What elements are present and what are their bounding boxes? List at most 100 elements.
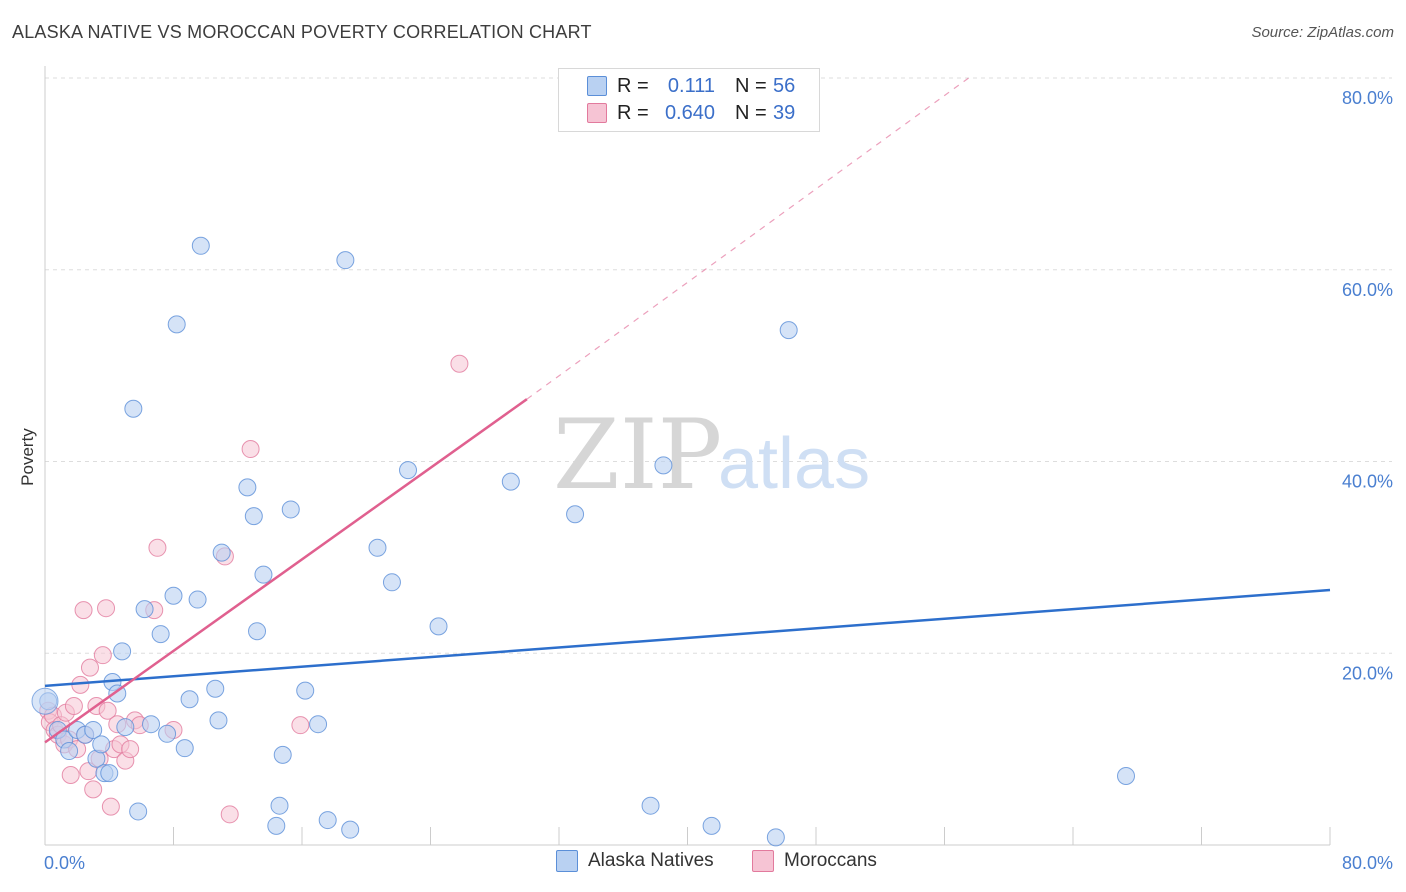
legend-r-value: 0.640 [664,101,715,124]
legend-swatch-moroccans [587,103,607,123]
moroccans-point [64,696,83,715]
alaska-natives-point [212,543,231,562]
alaska-natives-point [60,742,79,761]
alaska-natives-point [296,681,315,700]
alaska-natives-point [84,720,103,739]
alaska-natives-point [164,586,183,605]
moroccans-point [241,440,260,459]
alaska-natives-point [158,724,177,743]
y-tick-labels: 20.0% 40.0% 60.0% 80.0% [1342,88,1393,683]
alaska-natives-point [116,718,135,737]
alaska-natives-point [142,715,161,734]
legend-n-label: N = [735,101,767,124]
moroccans-point [97,599,116,618]
alaska-natives-point [209,711,228,730]
legend-r-label: R = [617,74,649,97]
moroccans-trend-line [44,398,528,744]
alaska-natives-point [336,251,355,270]
source-credit: Source: ZipAtlas.com [1251,24,1394,41]
watermark-atlas: atlas [718,424,870,504]
x-tick-label: 0.0% [44,853,85,873]
alaska-natives-point [566,505,585,524]
alaska-natives-point [31,687,59,715]
alaska-natives-point [654,456,673,475]
trend-lines [44,77,1331,744]
moroccans-point [220,805,239,824]
y-tick-label: 60.0% [1342,280,1393,300]
alaska-natives-trend-line [44,588,1331,688]
alaska-natives-point [113,642,132,661]
alaska-natives-point [248,622,267,641]
alaska-natives-point [124,399,143,418]
alaska-natives-point [318,811,337,830]
alaska-natives-point [368,538,387,557]
legend-row-alaska: R = 0.111 N = 56 [587,73,796,99]
alaska-natives-point [779,321,798,340]
legend-n-value: 56 [773,74,796,97]
alaska-natives-point [341,820,360,839]
moroccans-point [101,797,120,816]
y-tick-label: 80.0% [1342,88,1393,108]
moroccans-point [121,740,140,759]
chart-title: ALASKA NATIVE VS MOROCCAN POVERTY CORREL… [12,22,592,42]
alaska-natives-point [167,315,186,334]
alaska-natives-point [766,828,785,847]
legend: R = 0.111 N = 56 R = 0.640 N = 39 [558,68,820,132]
legend-r-label: R = [617,101,649,124]
legend-n-label: N = [735,74,767,97]
watermark-zip: ZIP [553,399,722,511]
alaska-natives-point [273,745,292,764]
moroccans-point [74,601,93,620]
alaska-natives-point [244,507,263,526]
bottom-legend-moroccans: Moroccans [752,850,877,872]
moroccans-point [148,538,167,557]
alaska-natives-point [501,472,520,491]
alaska-natives-point [129,802,148,821]
bottom-swatch-moroccans [752,850,774,872]
alaska-natives-point [206,679,225,698]
legend-n-value: 39 [773,101,796,124]
alaska-natives-point [175,739,194,758]
x-tick-labels: 0.0% 80.0% [44,853,1393,873]
bottom-swatch-alaska [556,850,578,872]
alaska-natives-point [180,690,199,709]
alaska-natives-points [31,236,1136,847]
alaska-natives-point [702,816,721,835]
alaska-natives-point [92,735,111,754]
alaska-natives-point [399,461,418,480]
moroccans-point [450,354,469,373]
alaska-natives-point [1117,766,1136,785]
alaska-natives-point [267,816,286,835]
alaska-natives-point [270,796,289,815]
alaska-natives-point [254,565,273,584]
moroccans-point [93,646,112,665]
x-tick-label: 80.0% [1342,853,1393,873]
moroccans-point [84,780,103,799]
alaska-natives-point [641,796,660,815]
moroccans-point [291,716,310,735]
alaska-natives-point [281,500,300,519]
y-tick-label: 40.0% [1342,472,1393,492]
alaska-natives-point [238,478,257,497]
grid-lines [45,77,1392,654]
moroccans-point [61,766,80,785]
legend-row-moroccans: R = 0.640 N = 39 [587,100,796,126]
bottom-legend-alaska-label: Alaska Natives [588,850,714,871]
alaska-natives-point [151,625,170,644]
alaska-natives-point [382,573,401,592]
bottom-legend-moroccans-label: Moroccans [784,850,877,871]
y-axis-label: Poverty [18,428,37,486]
alaska-natives-point [191,236,210,255]
alaska-natives-point [135,600,154,619]
alaska-natives-point [309,715,328,734]
alaska-natives-point [429,617,448,636]
alaska-natives-point [188,590,207,609]
y-tick-label: 20.0% [1342,663,1393,683]
legend-swatch-alaska [587,76,607,96]
bottom-legend-alaska: Alaska Natives [556,850,714,872]
moroccans-point [80,658,99,677]
moroccans-point [98,701,117,720]
legend-r-value: 0.111 [667,74,715,97]
alaska-natives-point [100,764,119,783]
